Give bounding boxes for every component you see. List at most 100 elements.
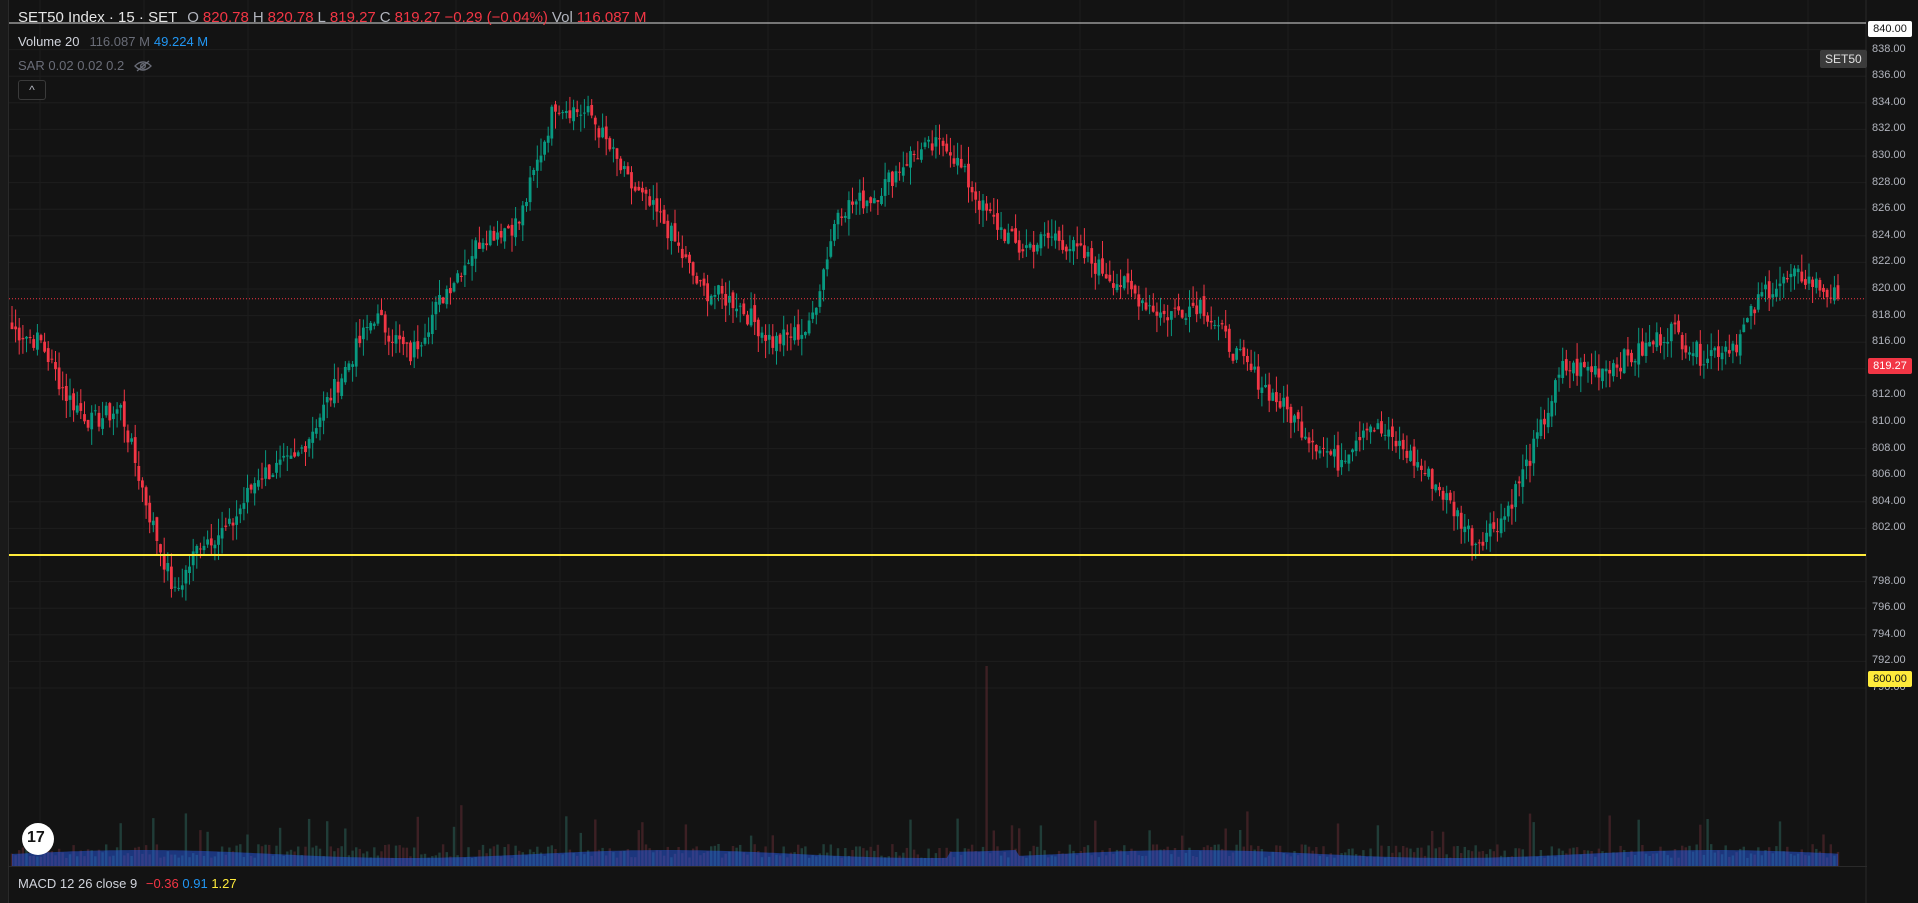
volume-bar (1322, 846, 1325, 866)
volume-bar (434, 855, 438, 866)
candle-body (438, 295, 441, 305)
candle-body (180, 585, 184, 590)
volume-bar (1583, 850, 1586, 866)
volume-bar (166, 851, 169, 866)
candle-body (641, 187, 644, 193)
volume-bar (202, 855, 206, 866)
volume-bar (1673, 849, 1677, 866)
eye-hidden-icon[interactable] (134, 60, 153, 72)
candle-body (959, 158, 963, 168)
volume-bar (463, 857, 467, 866)
volume-bar (344, 828, 347, 866)
volume-bar (177, 857, 180, 866)
volume-bar (681, 853, 684, 866)
volume-bar (1264, 857, 1267, 866)
volume-bar (307, 818, 311, 866)
candle-body (800, 334, 804, 339)
volume-legend[interactable]: Volume 20 116.087 M 49.224 M (18, 34, 208, 49)
candle-body (862, 190, 865, 209)
candle-body (1564, 359, 1568, 371)
candle-body (767, 334, 771, 340)
candle-body (380, 309, 383, 316)
volume-bar (387, 844, 390, 866)
volume-bar (876, 844, 880, 866)
candle-body (1231, 353, 1235, 361)
candle-body (1666, 341, 1670, 344)
candle-body (1198, 299, 1202, 314)
candle-body (83, 414, 86, 422)
candle-body (1528, 460, 1532, 466)
volume-bar (887, 856, 890, 866)
symbol-title[interactable]: SET50 Index · 15 · SET (18, 9, 178, 26)
candle-body (1365, 428, 1369, 431)
volume-bar (912, 849, 916, 866)
volume-bar (1065, 853, 1068, 866)
volume-bar (474, 857, 477, 866)
volume-bar (286, 851, 289, 866)
candle-body (115, 409, 119, 414)
volume-bar (1434, 848, 1437, 866)
candle-body (829, 241, 833, 257)
candle-body (1155, 311, 1159, 316)
volume-bar (1083, 846, 1086, 866)
volume-bar (1003, 851, 1006, 866)
volume-bar (1112, 854, 1115, 866)
candle-body (1028, 243, 1032, 248)
volume-bar (764, 846, 767, 866)
collapse-legend-button[interactable]: ^ (18, 80, 46, 100)
candle-body (1698, 343, 1702, 366)
volume-bar (134, 847, 137, 866)
volume-bar (789, 852, 793, 866)
volume-bar (61, 852, 64, 866)
volume-bar (1431, 830, 1434, 866)
tradingview-logo[interactable]: 17 (22, 823, 54, 855)
volume-bar (347, 855, 351, 866)
volume-bar (1670, 857, 1673, 866)
candle-body (840, 216, 844, 218)
candle-body (535, 159, 539, 171)
left-toolbar-strip (0, 0, 9, 903)
volume-bar (333, 851, 336, 866)
volume-bar (416, 816, 419, 866)
candle-body (1173, 307, 1177, 309)
volume-bar (54, 855, 57, 866)
volume-bar (1684, 847, 1687, 866)
volume-bar (159, 857, 162, 866)
candle-body (1050, 236, 1054, 238)
candle-body (1506, 505, 1510, 517)
volume-bar (883, 857, 887, 866)
volume-bar (1760, 855, 1764, 866)
high-value: 820.78 (267, 9, 314, 26)
volume-bar (862, 848, 865, 866)
sar-legend[interactable]: SAR 0.02 0.02 0.2 (18, 58, 153, 73)
candle-body (311, 431, 315, 443)
volume-bar (1141, 856, 1144, 866)
candle-body (488, 230, 492, 246)
candle-body (811, 312, 815, 319)
candle-body (1151, 305, 1155, 312)
volume-bar (445, 852, 448, 866)
macd-legend[interactable]: MACD 12 26 close 9 −0.36 0.91 1.27 (9, 866, 1867, 903)
symbol-legend[interactable]: SET50 Index · 15 · SET O 820.78 H 820.78 L… (18, 9, 647, 26)
volume-bar (858, 846, 861, 866)
volume-bar (1210, 846, 1213, 866)
volume-bar (1688, 845, 1691, 866)
volume-bar (391, 857, 394, 866)
candle-body (122, 401, 126, 427)
candle-body (434, 301, 438, 315)
candle-body (503, 228, 507, 242)
volume-bar (358, 848, 361, 866)
candle-body (1217, 325, 1220, 327)
volume-bar (43, 849, 46, 866)
volume-bar (978, 852, 981, 866)
candle-body (1184, 318, 1188, 320)
candle-body (1659, 334, 1662, 346)
change-value: −0.29 (−0.04%) (444, 9, 548, 26)
candle-body (133, 437, 137, 463)
volume-bar (1224, 828, 1227, 866)
volume-bar (615, 857, 619, 866)
volume-bar (952, 857, 956, 866)
volume-bar (1720, 854, 1724, 866)
volume-bar (782, 846, 785, 866)
